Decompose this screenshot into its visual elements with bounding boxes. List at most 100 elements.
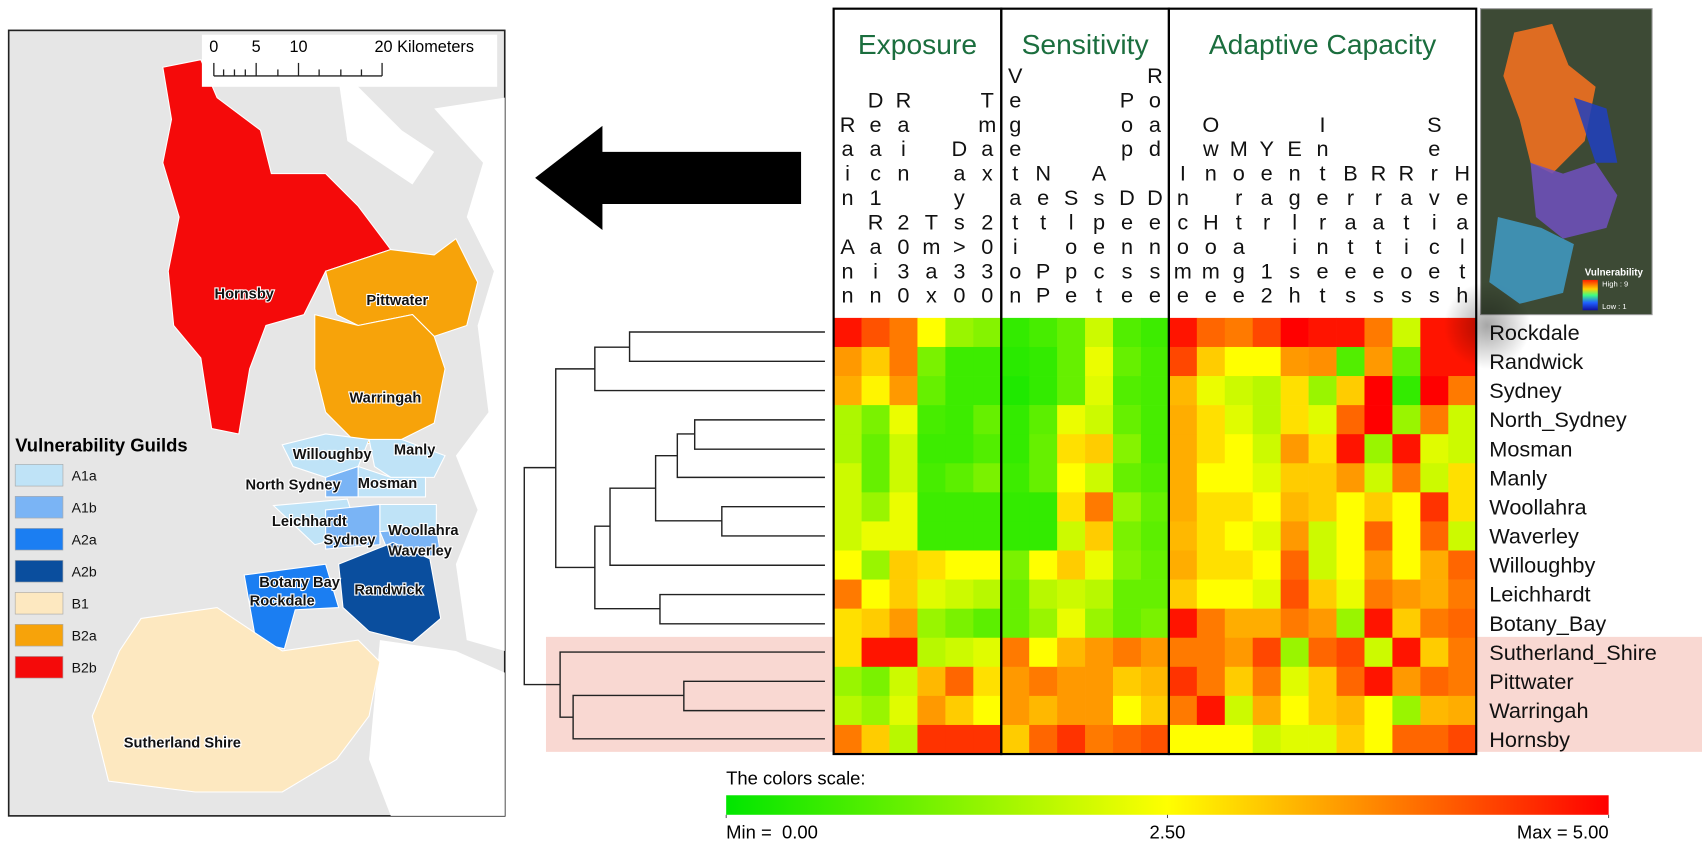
page: {"map": { "scale_labels": ["0", "5", "10… — [0, 0, 1702, 843]
column-label: Rain 2030 — [896, 87, 912, 307]
heatmap-cell — [973, 347, 1001, 376]
inset-legend-title: Vulnerability — [1585, 268, 1644, 279]
heatmap-cell — [1392, 318, 1420, 347]
heatmap-cell — [1113, 434, 1141, 463]
column-label: Brates — [1343, 161, 1357, 308]
heatmap-cell — [917, 463, 945, 492]
group-title: Sensitivity — [1022, 28, 1150, 60]
heatmap-cell — [1225, 347, 1253, 376]
heatmap-cell — [1169, 725, 1197, 754]
heatmap-cell — [1113, 347, 1141, 376]
inset-legend-low: Low : 1 — [1602, 302, 1626, 311]
heatmap-cell — [1309, 492, 1337, 521]
heatmap-cell — [1225, 667, 1253, 696]
map-label: Sutherland Shire — [124, 736, 241, 752]
map-label: Willoughby — [293, 447, 373, 463]
heatmap-cell — [1169, 492, 1197, 521]
legend-swatch — [15, 464, 63, 486]
heatmap-cell — [945, 638, 973, 667]
heatmap-cell — [917, 550, 945, 579]
heatmap-cell — [1392, 638, 1420, 667]
heatmap-cell — [1001, 318, 1029, 347]
heatmap-cell — [834, 667, 862, 696]
heatmap-cell — [1309, 318, 1337, 347]
heatmap-cell — [862, 609, 890, 638]
heatmap-cell — [1281, 376, 1309, 405]
heatmap-cell — [1029, 318, 1057, 347]
heatmap-cell — [1169, 405, 1197, 434]
heatmap-cell — [1448, 463, 1476, 492]
scale-label: 5 — [252, 38, 261, 56]
heatmap-cell — [1029, 405, 1057, 434]
inset-legend-bar — [1583, 280, 1598, 310]
heatmap-cell — [1001, 550, 1029, 579]
heatmap-cell — [1057, 347, 1085, 376]
heatmap-cell — [1001, 580, 1029, 609]
heatmap-cell — [917, 492, 945, 521]
column-label: Services — [1427, 112, 1441, 308]
column-label: Rain Ann — [840, 112, 856, 308]
row-label: Manly — [1489, 465, 1547, 490]
heatmap-cell — [1392, 347, 1420, 376]
legend-swatch — [15, 560, 63, 582]
heatmap-cell — [1364, 347, 1392, 376]
heatmap-cell — [1225, 492, 1253, 521]
heatmap-cell — [834, 318, 862, 347]
heatmap-cell — [1085, 463, 1113, 492]
legend-label: A2a — [72, 532, 97, 548]
heatmap-cell — [1281, 405, 1309, 434]
sea-south — [369, 640, 505, 816]
heatmap-cell — [1309, 376, 1337, 405]
heatmap-cell — [862, 638, 890, 667]
column-label: English — [1287, 136, 1301, 307]
heatmap-cell — [1364, 376, 1392, 405]
heatmap-cell — [1364, 405, 1392, 434]
heatmap-cell — [1448, 580, 1476, 609]
heatmap-cell — [945, 318, 973, 347]
heatmap-cell — [890, 376, 918, 405]
heatmap-cell — [1337, 405, 1365, 434]
heatmap-cell — [862, 318, 890, 347]
heatmap-cell — [1141, 667, 1169, 696]
heatmap-cell — [1113, 667, 1141, 696]
heatmap-cell — [1253, 405, 1281, 434]
heatmap-cell — [1364, 434, 1392, 463]
heatmap-cell — [1029, 638, 1057, 667]
heatmap-cell — [862, 667, 890, 696]
heatmap-cell — [1057, 667, 1085, 696]
heatmap-cell — [945, 492, 973, 521]
heatmap-cell — [1197, 609, 1225, 638]
heatmap-cell — [1420, 580, 1448, 609]
heatmap-cell — [834, 405, 862, 434]
heatmap-cell — [1001, 638, 1029, 667]
heatmap-cell — [1085, 318, 1113, 347]
heatmap-cell — [945, 696, 973, 725]
map-label: Manly — [394, 443, 436, 459]
column-label: Ratios — [1399, 161, 1415, 308]
heatmap-cell — [1392, 696, 1420, 725]
heatmap-cell — [945, 580, 973, 609]
heatmap-cell — [1337, 376, 1365, 405]
heatmap-cell — [1448, 725, 1476, 754]
heatmap-cell — [1364, 318, 1392, 347]
heatmap-cell — [1420, 492, 1448, 521]
heatmap-cell — [1392, 492, 1420, 521]
scale-label: 0 — [209, 38, 218, 56]
heatmap-cell — [973, 463, 1001, 492]
heatmap-cell — [1057, 521, 1085, 550]
heatmap-cell — [1001, 725, 1029, 754]
heatmap-cell — [1141, 638, 1169, 667]
heatmap-cell — [1029, 550, 1057, 579]
heatmap-cell — [1197, 376, 1225, 405]
map-label: Warringah — [349, 391, 421, 407]
heatmap-cell — [1281, 725, 1309, 754]
heatmap-cell — [1169, 434, 1197, 463]
row-label: Botany_Bay — [1489, 611, 1606, 636]
heatmap-cell — [1169, 667, 1197, 696]
heatmap-cell — [1364, 696, 1392, 725]
heatmap-cell — [1309, 434, 1337, 463]
heatmap-cell — [890, 696, 918, 725]
heatmap-cell — [1085, 347, 1113, 376]
heatmap-cell — [973, 376, 1001, 405]
heatmap-cell — [890, 550, 918, 579]
